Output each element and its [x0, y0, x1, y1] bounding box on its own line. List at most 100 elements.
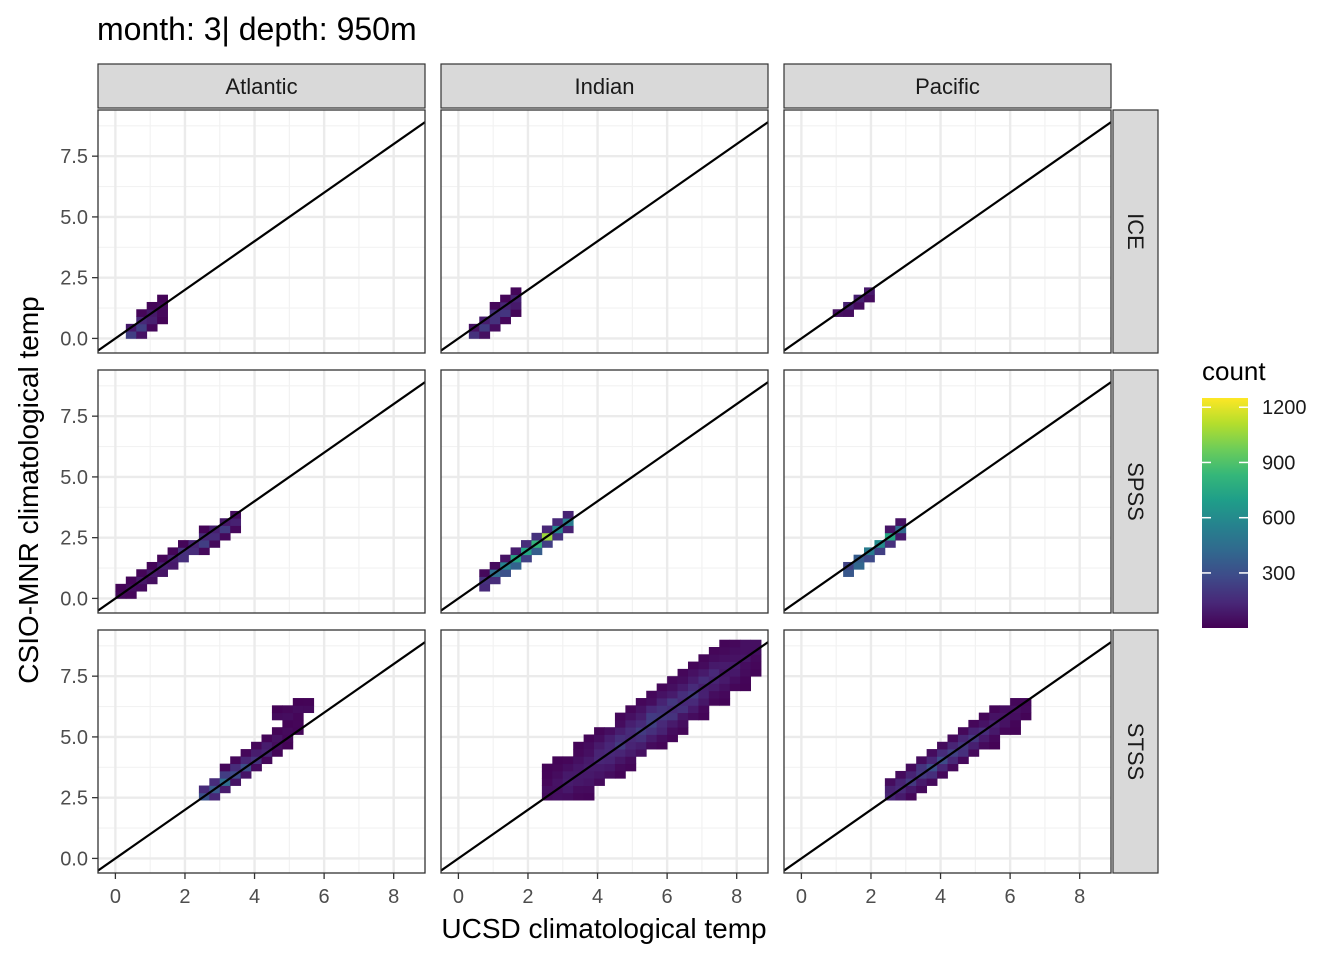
heatmap-bin: [895, 792, 907, 801]
heatmap-bin: [271, 749, 283, 757]
heatmap-bin: [583, 770, 595, 779]
heatmap-bin: [594, 778, 605, 786]
heatmap-bin: [708, 668, 720, 677]
heatmap-bin: [740, 639, 752, 648]
x-tick-label: 8: [1074, 886, 1085, 908]
heatmap-bin: [957, 734, 969, 743]
heatmap-bin: [698, 705, 710, 714]
heatmap-bin: [614, 770, 626, 779]
heatmap-bin: [479, 331, 491, 339]
legend-tick-label: 900: [1262, 452, 1295, 474]
heatmap-bin: [489, 561, 501, 570]
heatmap-bin: [209, 778, 221, 786]
heatmap-bin: [750, 639, 762, 648]
heatmap-bin: [510, 301, 522, 310]
facet-strip-box: [1112, 109, 1159, 354]
heatmap-bin: [136, 569, 148, 577]
heatmap-bin: [708, 647, 720, 655]
heatmap-bin: [698, 690, 710, 699]
facet-strip-box: [1112, 629, 1159, 874]
heatmap-bin: [656, 698, 668, 706]
heatmap-bin: [604, 741, 616, 750]
heatmap-bin: [957, 727, 969, 735]
heatmap-bin: [157, 294, 168, 303]
panel-pacific-stss: 0 2 4 6 8: [783, 629, 1112, 908]
heatmap-bin: [978, 734, 990, 743]
heatmap-bin: [625, 719, 637, 728]
heatmap-bin: [625, 763, 637, 772]
heatmap-bin: [667, 676, 678, 684]
y-tick-label: 7.5: [60, 146, 88, 168]
panel-atlantic-spss: 0.0 2.5 5.0 7.5: [60, 369, 426, 614]
heatmap-bin: [978, 741, 990, 750]
heatmap-bin: [656, 690, 668, 699]
heatmap-bin: [625, 756, 637, 765]
heatmap-bin: [552, 763, 564, 772]
heatmap-bin: [219, 785, 231, 794]
heatmap-bin: [1020, 712, 1032, 721]
heatmap-bin: [541, 525, 553, 534]
heatmap-bin: [178, 554, 189, 563]
heatmap-bin: [282, 712, 294, 721]
heatmap-bin: [687, 676, 699, 684]
facet-strip-label: Indian: [575, 74, 635, 99]
heatmap-bin: [677, 705, 689, 714]
heatmap-bin: [625, 727, 637, 735]
facet-strip-stss: STSS: [1112, 629, 1159, 874]
x-axis-label: UCSD climatological temp: [441, 913, 766, 944]
heatmap-bin: [219, 525, 231, 534]
heatmap-bin: [635, 734, 647, 743]
panel-border: [97, 369, 426, 614]
heatmap-bin: [614, 763, 626, 772]
heatmap-bin: [198, 547, 210, 556]
heatmap-bin: [968, 727, 980, 735]
heatmap-bin: [240, 770, 252, 779]
heatmap-bin: [604, 756, 616, 765]
heatmap-bin: [562, 785, 574, 794]
heatmap-bin: [552, 778, 564, 786]
heatmap-bin: [198, 785, 210, 794]
heatmap-bin: [708, 661, 720, 670]
heatmap-bin: [303, 698, 315, 706]
heatmap-bin: [843, 309, 854, 317]
heatmap-bin: [926, 749, 938, 757]
heatmap-bin: [292, 719, 304, 728]
panel-border: [440, 109, 769, 354]
heatmap-bin: [989, 741, 1001, 750]
heatmap-bin: [719, 654, 731, 662]
heatmap-bin: [646, 705, 658, 714]
heatmap-bin: [926, 770, 938, 779]
heatmap-bin: [957, 749, 969, 757]
heatmap-bin: [552, 532, 564, 541]
heatmap-bin: [468, 331, 480, 339]
heatmap-bin: [667, 727, 678, 735]
heatmap-bin: [729, 676, 741, 684]
facet-strip-atlantic: Atlantic: [97, 63, 426, 109]
heatmap-bin: [667, 734, 678, 743]
reference-line-y-equals-x: [441, 381, 768, 612]
heatmap-bin: [167, 547, 179, 556]
heatmap-bin: [157, 554, 168, 563]
heatmap-bin: [635, 698, 647, 706]
heatmap-bin: [198, 525, 210, 534]
heatmap-bin: [968, 719, 980, 728]
heatmap-bin: [646, 712, 658, 721]
heatmap-bin: [667, 690, 678, 699]
heatmap-bin: [583, 785, 595, 794]
facet-strip-pacific: Pacific: [783, 63, 1112, 109]
heatmap-bin: [521, 540, 532, 548]
heatmap-bin: [500, 569, 511, 577]
heatmap-bin: [750, 661, 762, 670]
heatmap-bin: [531, 532, 543, 541]
heatmap-bins: [541, 639, 762, 801]
heatmap-bin: [219, 763, 231, 772]
heatmap-bin: [167, 561, 179, 570]
heatmap-bin: [573, 763, 585, 772]
heatmap-bin: [1010, 712, 1021, 721]
heatmap-bin: [552, 518, 564, 526]
heatmap-bin: [261, 734, 273, 743]
heatmap-bin: [989, 712, 1001, 721]
panel-border: [440, 629, 769, 874]
reference-line-y-equals-x: [98, 641, 425, 872]
panel-atlantic-stss: 0.0 2.5 5.0 7.5 0 2 4 6 8: [60, 629, 426, 908]
